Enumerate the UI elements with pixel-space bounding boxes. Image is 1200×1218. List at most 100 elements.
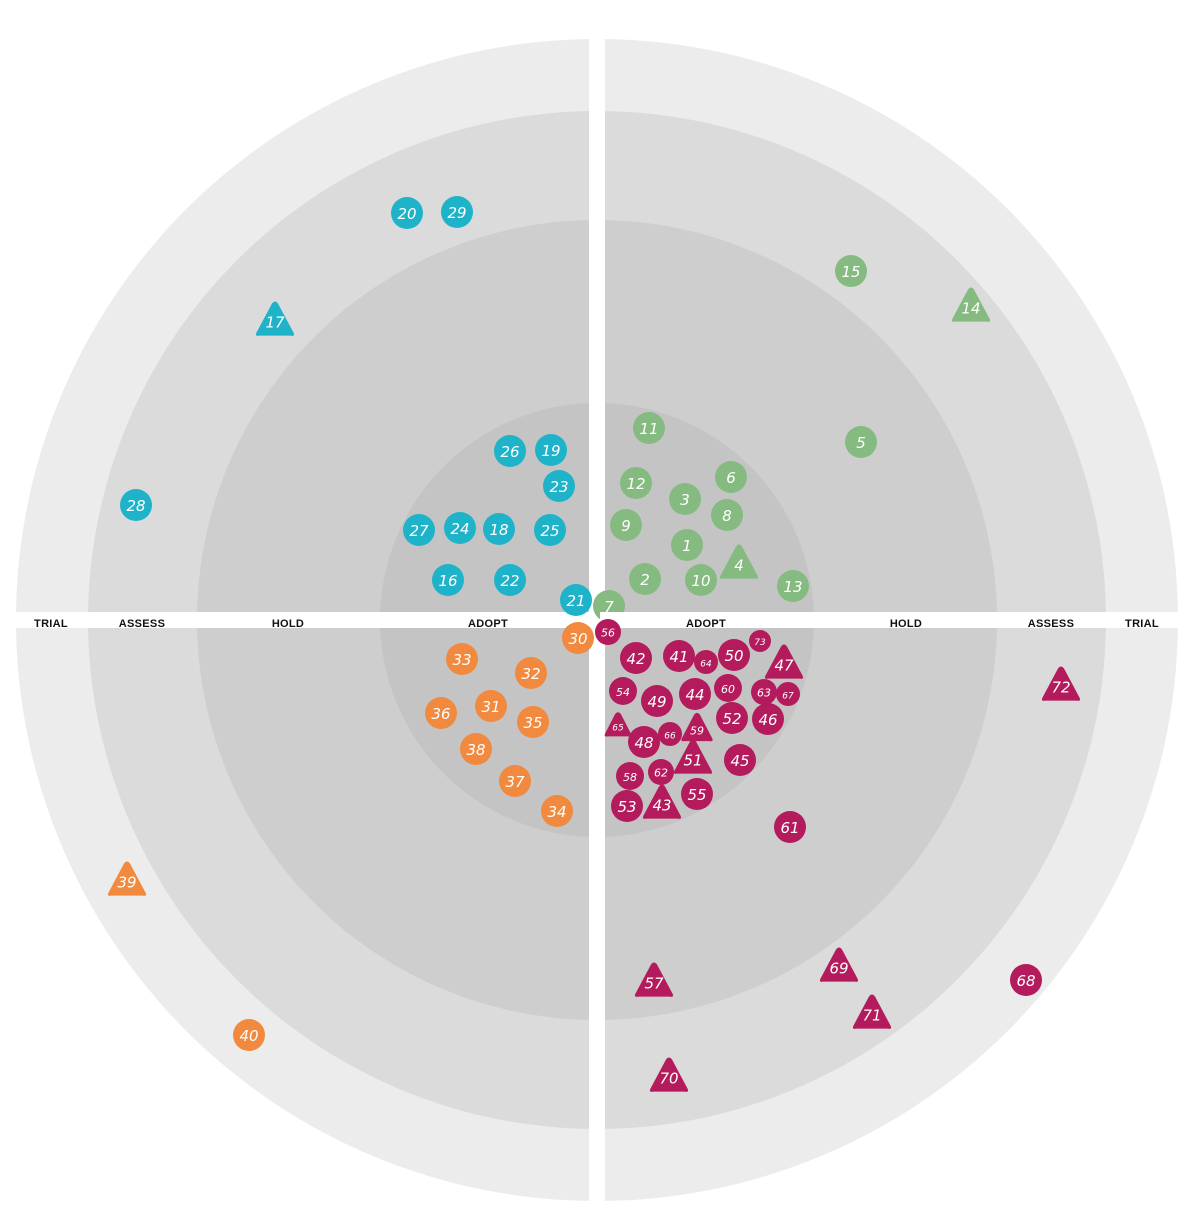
blip-44-circle xyxy=(679,678,711,710)
blip-68-circle xyxy=(1010,964,1042,996)
blip-62[interactable]: 62 xyxy=(648,759,674,785)
blip-63[interactable]: 63 xyxy=(751,679,777,705)
blip-43[interactable]: 43 xyxy=(642,784,682,819)
blip-63-circle xyxy=(751,679,777,705)
blip-48[interactable]: 48 xyxy=(628,726,660,758)
blip-16[interactable]: 16 xyxy=(432,564,464,596)
blip-26[interactable]: 26 xyxy=(494,435,526,467)
blip-18[interactable]: 18 xyxy=(483,513,515,545)
blip-49-label: 49 xyxy=(647,693,666,711)
blip-65[interactable]: 65 xyxy=(604,712,632,737)
blip-23[interactable]: 23 xyxy=(543,470,575,502)
ring-label-hold-left: HOLD xyxy=(272,618,304,630)
blip-12-label: 12 xyxy=(626,475,645,493)
blip-39[interactable]: 39 xyxy=(107,861,147,896)
blip-19-label: 19 xyxy=(541,442,560,460)
blip-64[interactable]: 64 xyxy=(694,650,718,674)
blip-14[interactable]: 14 xyxy=(951,287,991,322)
blip-53[interactable]: 53 xyxy=(611,790,643,822)
blip-45[interactable]: 45 xyxy=(724,744,756,776)
blip-33[interactable]: 33 xyxy=(446,643,478,675)
blip-28[interactable]: 28 xyxy=(120,489,152,521)
blip-4[interactable]: 4 xyxy=(719,544,759,579)
blip-51-label: 51 xyxy=(683,751,702,769)
blip-65-triangle xyxy=(604,712,632,737)
blip-1[interactable]: 1 xyxy=(671,529,703,561)
blip-24-label: 24 xyxy=(450,520,469,538)
blip-44[interactable]: 44 xyxy=(679,678,711,710)
blip-43-label: 43 xyxy=(652,796,671,814)
blip-8[interactable]: 8 xyxy=(711,499,743,531)
blip-34[interactable]: 34 xyxy=(541,795,573,827)
blip-44-label: 44 xyxy=(685,686,704,704)
blip-30-circle xyxy=(562,622,594,654)
blip-5-circle xyxy=(845,426,877,458)
blip-71-triangle xyxy=(852,994,892,1029)
blip-68[interactable]: 68 xyxy=(1010,964,1042,996)
blip-42[interactable]: 42 xyxy=(620,642,652,674)
blip-27[interactable]: 27 xyxy=(403,514,435,546)
blip-1-circle xyxy=(671,529,703,561)
blip-51-triangle xyxy=(673,739,713,774)
blip-54-label: 54 xyxy=(616,686,630,699)
blip-25[interactable]: 25 xyxy=(534,514,566,546)
blip-19[interactable]: 19 xyxy=(535,434,567,466)
blip-47[interactable]: 47 xyxy=(764,644,804,679)
blip-51[interactable]: 51 xyxy=(673,739,713,774)
blip-6[interactable]: 6 xyxy=(715,461,747,493)
blip-40[interactable]: 40 xyxy=(233,1019,265,1051)
blip-46[interactable]: 46 xyxy=(752,703,784,735)
blip-17[interactable]: 17 xyxy=(255,301,295,336)
blip-45-label: 45 xyxy=(730,752,749,770)
blip-31[interactable]: 31 xyxy=(475,690,507,722)
blip-15[interactable]: 15 xyxy=(835,255,867,287)
blip-58[interactable]: 58 xyxy=(616,762,644,790)
blip-56[interactable]: 56 xyxy=(595,619,621,645)
blip-57[interactable]: 57 xyxy=(634,962,674,997)
blip-21-circle xyxy=(560,584,592,616)
blip-72-label: 72 xyxy=(1051,678,1070,696)
blip-66[interactable]: 66 xyxy=(658,722,682,746)
blip-21[interactable]: 21 xyxy=(560,584,592,616)
blip-61[interactable]: 61 xyxy=(774,811,806,843)
blip-5[interactable]: 5 xyxy=(845,426,877,458)
blip-12[interactable]: 12 xyxy=(620,467,652,499)
blip-69[interactable]: 69 xyxy=(819,947,859,982)
blip-10[interactable]: 10 xyxy=(685,564,717,596)
blip-41[interactable]: 41 xyxy=(663,640,695,672)
blip-9[interactable]: 9 xyxy=(610,509,642,541)
blip-56-label: 56 xyxy=(601,627,615,640)
blip-67[interactable]: 67 xyxy=(776,682,800,706)
blip-20[interactable]: 20 xyxy=(391,197,423,229)
blip-35[interactable]: 35 xyxy=(517,706,549,738)
blip-50-label: 50 xyxy=(724,647,743,665)
blip-40-label: 40 xyxy=(239,1027,258,1045)
blip-73[interactable]: 73 xyxy=(749,630,771,652)
blip-52[interactable]: 52 xyxy=(716,702,748,734)
blip-60[interactable]: 60 xyxy=(714,674,742,702)
blip-13[interactable]: 13 xyxy=(777,570,809,602)
blip-11[interactable]: 11 xyxy=(633,412,665,444)
blip-24[interactable]: 24 xyxy=(444,512,476,544)
blip-50[interactable]: 50 xyxy=(718,639,750,671)
blip-9-label: 9 xyxy=(621,517,631,535)
blip-38[interactable]: 38 xyxy=(460,733,492,765)
blip-3[interactable]: 3 xyxy=(669,483,701,515)
blip-49[interactable]: 49 xyxy=(641,685,673,717)
blip-70[interactable]: 70 xyxy=(649,1057,689,1092)
blip-37[interactable]: 37 xyxy=(499,765,531,797)
blip-29[interactable]: 29 xyxy=(441,196,473,228)
blip-36[interactable]: 36 xyxy=(425,697,457,729)
blip-32[interactable]: 32 xyxy=(515,657,547,689)
blip-22[interactable]: 22 xyxy=(494,564,526,596)
blip-30[interactable]: 30 xyxy=(562,622,594,654)
blip-26-circle xyxy=(494,435,526,467)
blip-30-label: 30 xyxy=(568,630,587,648)
blip-55[interactable]: 55 xyxy=(681,778,713,810)
blip-2[interactable]: 2 xyxy=(629,563,661,595)
blip-54[interactable]: 54 xyxy=(609,677,637,705)
blip-62-label: 62 xyxy=(654,767,668,780)
blip-71[interactable]: 71 xyxy=(852,994,892,1029)
blip-59[interactable]: 59 xyxy=(681,712,713,742)
blip-72[interactable]: 72 xyxy=(1041,666,1081,701)
